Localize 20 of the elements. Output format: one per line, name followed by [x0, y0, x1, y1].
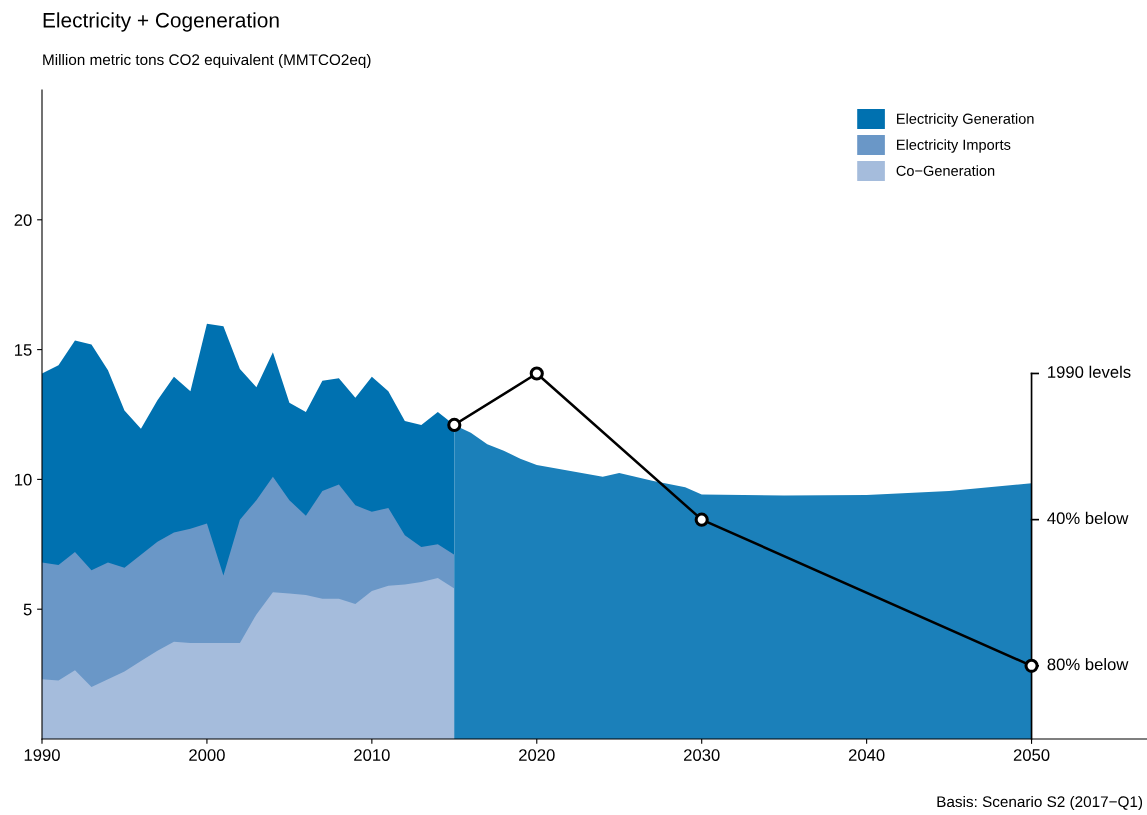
y-tick-label: 15 — [15, 344, 32, 356]
ref-line-label: 40% below — [1047, 511, 1129, 525]
x-tick-label: 2030 — [684, 749, 720, 761]
x-tick-label: 2040 — [848, 749, 885, 761]
x-tick-label: 1990 — [24, 749, 60, 761]
ref-line-label: 1990 levels — [1048, 365, 1131, 378]
ref-line-label: 80% below — [1047, 658, 1129, 671]
x-tick-label: 2050 — [1013, 749, 1050, 761]
y-tick-label: 10 — [15, 473, 32, 486]
y-tick-label: 5 — [23, 603, 32, 616]
text: Basis: Scenario S2 (2017−Q1) — [937, 795, 1143, 811]
x-tick-label: 2000 — [189, 749, 225, 761]
x-tick-label: 2010 — [354, 749, 390, 761]
x-tick-label: 2020 — [519, 749, 555, 761]
legend-label: Co−Generation — [896, 165, 995, 176]
y-tick-label: 20 — [14, 214, 32, 226]
legend-label: Electricity Generation — [897, 113, 1034, 127]
chart-subtitle: Million metric tons CO2 equivalent (MMTCO2eq) — [43, 53, 371, 69]
legend-label: Electricity Imports — [897, 139, 1011, 153]
chart-title: Electricity + Cogeneration — [43, 12, 279, 32]
